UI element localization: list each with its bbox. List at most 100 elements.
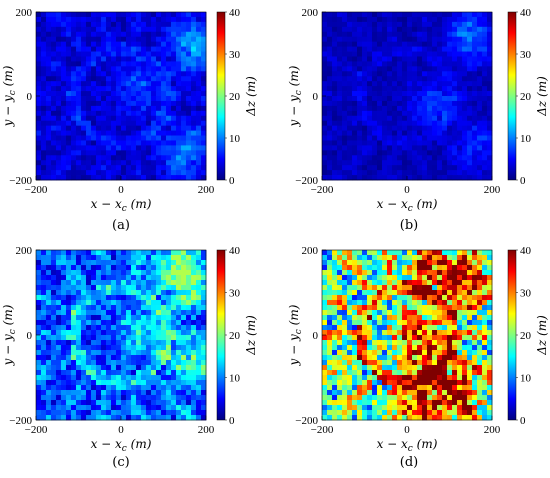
heatmap-cell (372, 145, 378, 151)
heatmap-cell (166, 155, 172, 161)
heatmap-cell (427, 335, 433, 341)
heatmap-cell (442, 170, 448, 176)
heatmap-cell (432, 255, 438, 261)
heatmap-cell (347, 295, 353, 301)
heatmap-cell (347, 46, 353, 52)
heatmap-cell (121, 415, 127, 421)
heatmap-cell (81, 250, 87, 256)
heatmap-cell (186, 36, 192, 43)
heatmap-cell (136, 41, 142, 47)
heatmap-cell (442, 365, 448, 371)
heatmap-cell (352, 170, 358, 176)
heatmap-cell (201, 130, 207, 136)
heatmap-cell (447, 170, 453, 176)
heatmap-cell (36, 310, 42, 316)
heatmap-cell (96, 120, 102, 127)
heatmap-cell (397, 36, 403, 43)
heatmap-cell (156, 125, 162, 131)
heatmap-cell (472, 125, 478, 131)
heatmap-cell (201, 125, 207, 131)
heatmap-cell (76, 300, 82, 306)
heatmap-cell (432, 410, 438, 416)
heatmap-cell (402, 91, 408, 97)
heatmap-cell (111, 96, 117, 102)
heatmap-cell (71, 71, 77, 77)
heatmap-cell (472, 56, 478, 62)
heatmap-cell (196, 31, 202, 38)
heatmap-cell (462, 340, 468, 346)
heatmap-cell (191, 255, 197, 261)
heatmap-cell (56, 150, 62, 156)
heatmap-cell (186, 56, 192, 62)
heatmap-cell (86, 280, 92, 286)
heatmap-cell (417, 46, 423, 52)
heatmap-cell (472, 350, 478, 356)
heatmap-cell (407, 150, 413, 156)
heatmap-cell (362, 61, 368, 67)
heatmap-cell (322, 66, 328, 72)
heatmap-cell (467, 360, 473, 366)
heatmap-cell (96, 61, 102, 67)
heatmap-cell (121, 110, 127, 117)
heatmap-cell (51, 66, 57, 72)
heatmap-cell (337, 140, 343, 146)
heatmap-cell (106, 36, 112, 43)
heatmap-cell (337, 76, 343, 82)
heatmap-cell (332, 355, 338, 361)
heatmap-cell (347, 115, 353, 122)
heatmap-cell (417, 365, 423, 371)
heatmap-cell (342, 350, 348, 356)
heatmap-cell (191, 265, 197, 271)
heatmap-cell (186, 16, 192, 23)
heatmap-cell (427, 160, 433, 166)
heatmap-cell (322, 120, 328, 127)
heatmap-cell (126, 96, 132, 102)
heatmap-cell (352, 16, 358, 23)
heatmap-cell (46, 275, 52, 281)
heatmap-cell (367, 76, 373, 82)
heatmap-cell (437, 355, 443, 361)
heatmap-cell (337, 120, 343, 127)
heatmap-cell (357, 110, 363, 117)
heatmap-cell (347, 345, 353, 351)
heatmap-cell (462, 165, 468, 171)
heatmap-cell (487, 410, 493, 416)
heatmap-cell (86, 265, 92, 271)
heatmap-cell (166, 175, 172, 181)
heatmap-cell (387, 150, 393, 156)
heatmap-cell (392, 91, 398, 97)
heatmap-cell (191, 12, 197, 18)
heatmap-cell (51, 105, 57, 112)
heatmap-cell (347, 370, 353, 376)
heatmap-cell (327, 96, 333, 102)
heatmap-cell (322, 26, 328, 33)
heatmap-cell (367, 175, 373, 181)
heatmap-cell (372, 290, 378, 296)
heatmap-cell (101, 315, 107, 321)
heatmap-cell (191, 275, 197, 281)
heatmap-cell (337, 330, 343, 336)
heatmap-cell (347, 265, 353, 271)
heatmap-cell (372, 315, 378, 321)
heatmap-cell (161, 250, 167, 256)
heatmap-cell (432, 300, 438, 306)
heatmap-cell (457, 365, 463, 371)
heatmap-cell (397, 76, 403, 82)
heatmap-cell (477, 36, 483, 43)
heatmap-cell (452, 150, 458, 156)
heatmap-cell (96, 285, 102, 291)
heatmap-cell (126, 125, 132, 131)
heatmap-cell (482, 290, 488, 296)
heatmap-cell (71, 390, 77, 396)
heatmap-cell (407, 290, 413, 296)
heatmap-cell (402, 115, 408, 122)
heatmap-cell (71, 355, 77, 361)
heatmap-cell (101, 340, 107, 346)
heatmap-cell (201, 21, 207, 28)
heatmap-cell (352, 340, 358, 346)
heatmap-cell (186, 300, 192, 306)
heatmap-cell (121, 130, 127, 136)
heatmap-cell (156, 295, 162, 301)
heatmap-cell (452, 390, 458, 396)
heatmap-cell (392, 96, 398, 102)
